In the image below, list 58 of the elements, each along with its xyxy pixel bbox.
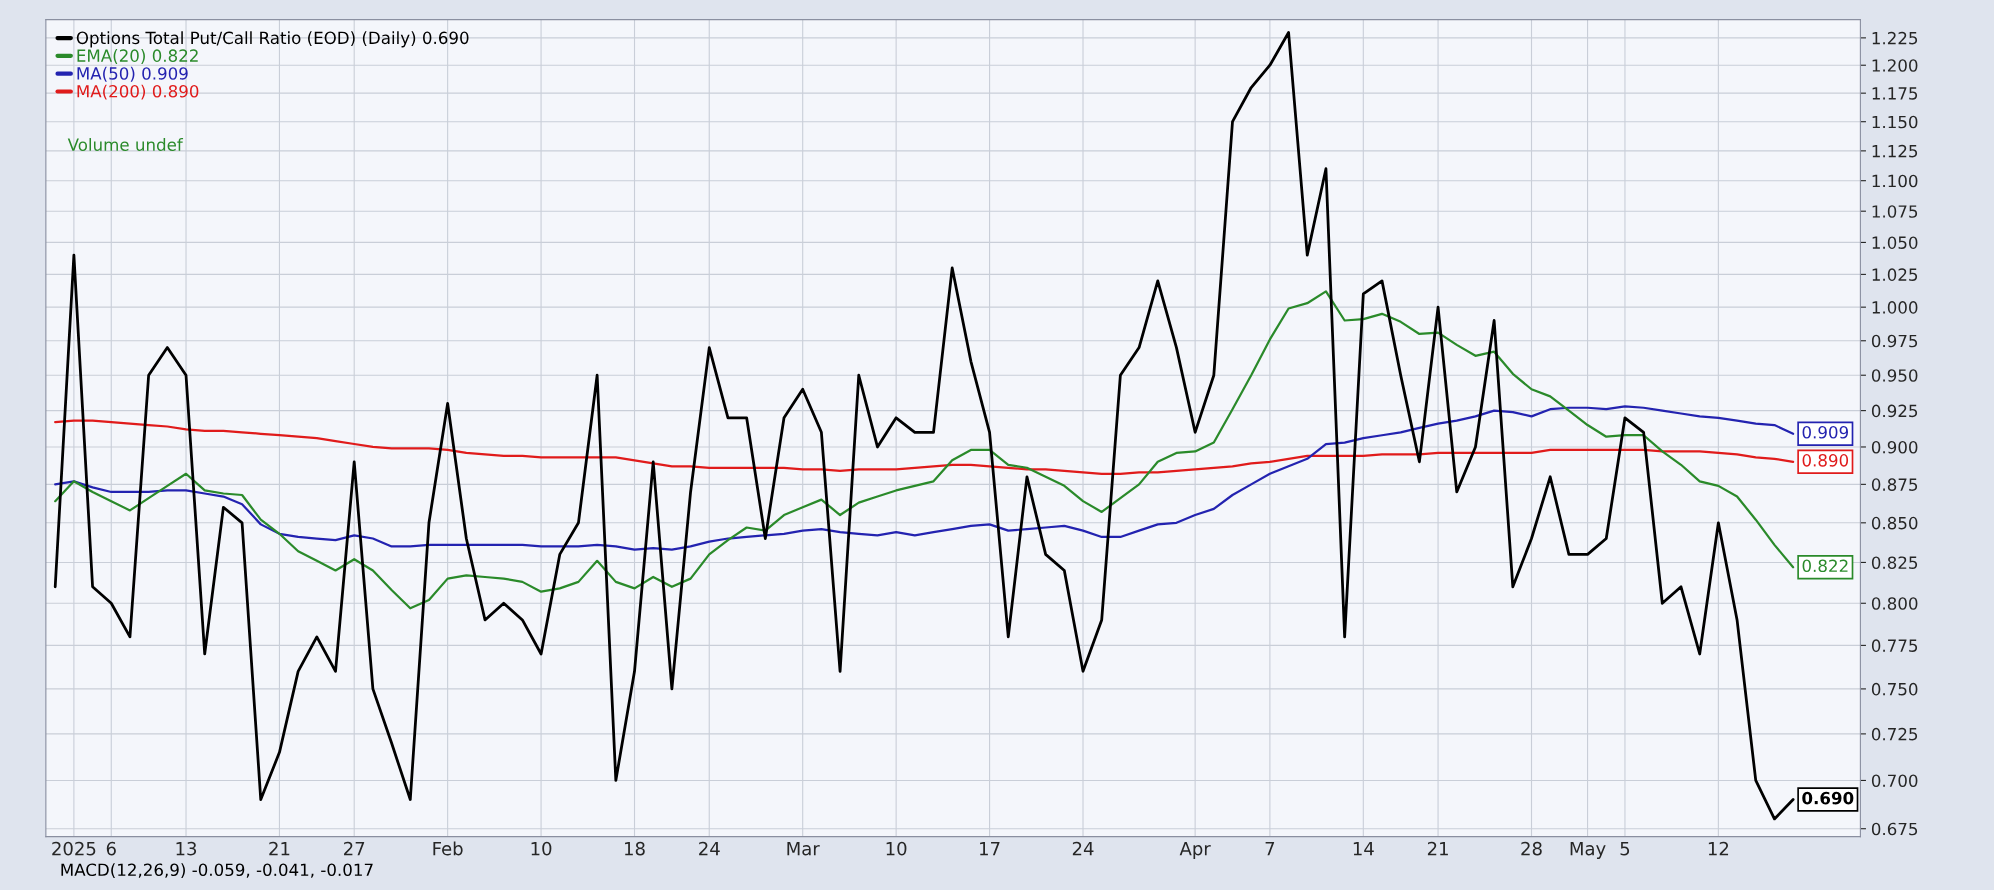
legend-label: EMA(20) 0.822: [77, 49, 198, 64]
y-tick-label: 1.175: [1872, 87, 1918, 100]
y-tick-label: 0.725: [1871, 727, 1918, 741]
x-tick-label: 28: [1521, 841, 1542, 856]
x-tick-label: 24: [1072, 841, 1094, 856]
line-series: [54, 419, 1795, 475]
x-tick-label: 17: [980, 842, 1000, 856]
y-tick-label: 1.200: [1872, 59, 1918, 72]
legend-label: Options Total Put/Call Ratio (EOD) (Daily) 0.690: [76, 31, 469, 48]
x-tick-label: 12: [1708, 841, 1729, 856]
y-tick-label: 0.875: [1871, 478, 1918, 491]
x-tick-label: 21: [269, 841, 290, 856]
y-tick-label: 0.675: [1871, 822, 1918, 836]
y-tick-label: 1.050: [1872, 236, 1918, 249]
y-tick-label: 0.750: [1871, 682, 1918, 696]
data-label: 0.909: [1802, 426, 1848, 439]
line-series: [53, 31, 1795, 821]
y-tick-label: 0.850: [1871, 516, 1918, 530]
x-tick-label: Feb: [433, 841, 463, 856]
y-tick-label: 0.825: [1871, 556, 1918, 569]
data-label: 0.822: [1802, 559, 1848, 573]
y-tick-label: 1.025: [1872, 268, 1918, 281]
y-tick-label: 0.800: [1871, 597, 1918, 610]
x-tick-label: 10: [886, 841, 907, 856]
y-tick-label: 1.150: [1872, 115, 1918, 129]
legend-label: MA(50) 0.909: [77, 66, 188, 82]
x-tick-label: 10: [531, 841, 552, 856]
x-tick-label: 7: [1265, 842, 1275, 856]
data-label: 0.890: [1802, 454, 1849, 467]
legend-label: MA(200) 0.890: [77, 84, 199, 100]
y-tick-label: 1.225: [1872, 31, 1918, 45]
y-tick-label: 0.950: [1871, 369, 1918, 382]
line-series: [54, 405, 1795, 551]
x-tick-label: 24: [699, 841, 720, 856]
y-tick-label: 1.000: [1872, 301, 1918, 314]
x-tick-label: Apr: [1179, 842, 1211, 859]
x-tick-label: 21: [1427, 841, 1448, 856]
y-tick-label: 1.125: [1872, 144, 1918, 158]
y-tick-label: 0.700: [1871, 774, 1918, 788]
annotation: Volume undef: [67, 138, 184, 151]
data-label: 0.690: [1802, 791, 1854, 805]
x-tick-label: 5: [1620, 842, 1630, 856]
x-tick-label: 2025: [52, 841, 96, 856]
x-tick-label: 13: [176, 841, 197, 856]
line-series: [54, 290, 1795, 610]
y-tick-label: 0.900: [1871, 440, 1918, 454]
text: MACD(12,26,9) -0.059, -0.041, -0.017: [61, 863, 373, 879]
x-tick-label: 18: [625, 841, 645, 856]
y-tick-label: 0.925: [1871, 404, 1918, 418]
y-tick-label: 1.100: [1872, 174, 1918, 188]
x-tick-label: 27: [344, 841, 365, 856]
x-tick-label: 14: [1353, 842, 1374, 856]
y-tick-label: 0.775: [1871, 639, 1918, 652]
x-tick-label: 6: [106, 841, 116, 856]
x-tick-label: Mar: [787, 842, 820, 856]
x-tick-label: May: [1570, 842, 1606, 859]
y-tick-label: 1.075: [1872, 205, 1918, 218]
y-tick-label: 0.975: [1871, 334, 1918, 348]
